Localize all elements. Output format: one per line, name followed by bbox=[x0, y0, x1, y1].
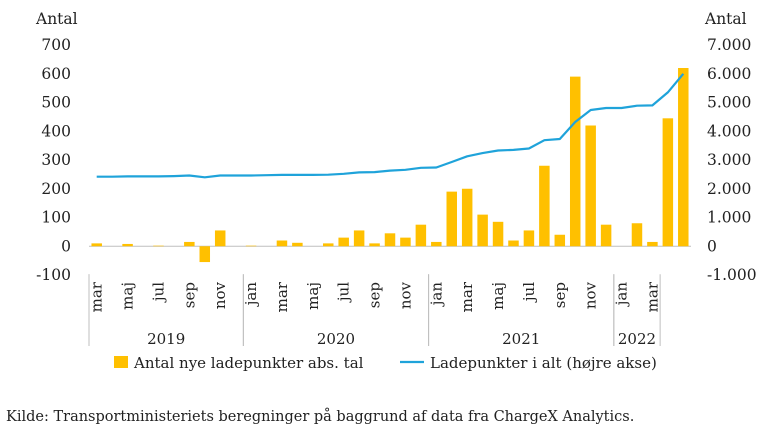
legend-swatch-bars bbox=[114, 356, 128, 368]
month-tick-label: sep bbox=[551, 282, 569, 308]
bar bbox=[600, 224, 612, 247]
left-axis-ticks: -100 0 100 200 300 400 500 600 700 bbox=[36, 36, 71, 284]
right-tick-label: 0 bbox=[707, 237, 717, 255]
right-tick-label: 2.000 bbox=[707, 180, 751, 198]
month-tick-label: mar bbox=[643, 281, 661, 312]
right-tick-label: -1.000 bbox=[707, 266, 757, 284]
left-tick-label: -100 bbox=[36, 266, 71, 284]
bar bbox=[539, 165, 550, 247]
x-axis bbox=[88, 274, 661, 346]
left-tick-label: 100 bbox=[41, 209, 71, 227]
bar bbox=[153, 245, 164, 247]
bar bbox=[415, 224, 427, 247]
left-axis-title: Antal bbox=[35, 10, 78, 28]
bar bbox=[323, 243, 334, 247]
bar bbox=[662, 118, 674, 247]
bar bbox=[276, 240, 288, 247]
right-tick-label: 6.000 bbox=[707, 65, 751, 83]
month-tick-label: sep bbox=[366, 282, 384, 308]
bar bbox=[292, 242, 303, 247]
left-tick-label: 0 bbox=[61, 237, 71, 255]
month-tick-label: jul bbox=[149, 282, 167, 303]
bar bbox=[214, 230, 226, 247]
month-tick-label: nov bbox=[211, 281, 229, 309]
right-tick-label: 4.000 bbox=[707, 122, 751, 140]
bar bbox=[523, 230, 535, 247]
month-tick-label: jan bbox=[613, 282, 631, 308]
left-tick-label: 700 bbox=[41, 36, 71, 54]
month-tick-label: jul bbox=[335, 282, 353, 303]
bar bbox=[245, 245, 257, 247]
month-tick-label: mar bbox=[273, 281, 291, 312]
month-tick-label: mar bbox=[458, 281, 476, 312]
bar bbox=[384, 233, 396, 247]
legend-label-line: Ladepunkter i alt (højre akse) bbox=[430, 354, 657, 372]
right-tick-label: 3.000 bbox=[707, 151, 751, 169]
bar bbox=[647, 241, 658, 247]
month-tick-label: sep bbox=[180, 282, 198, 308]
right-axis-ticks: -1.000 0 1.000 2.000 3.000 4.000 5.000 6.000 7.0… bbox=[707, 36, 757, 284]
bar bbox=[569, 76, 581, 247]
month-tick-label: jan bbox=[242, 282, 260, 308]
bar bbox=[446, 191, 457, 247]
month-tick-labels: mar maj jul sep nov jan mar maj jul sep nov jan mar m… bbox=[88, 281, 662, 312]
right-tick-label: 1.000 bbox=[707, 209, 751, 227]
month-tick-label: jan bbox=[427, 282, 445, 308]
left-tick-label: 400 bbox=[41, 122, 71, 140]
bar bbox=[461, 188, 473, 247]
year-label: 2020 bbox=[317, 330, 355, 348]
month-tick-label: nov bbox=[582, 281, 600, 309]
bar bbox=[122, 243, 133, 247]
left-tick-label: 600 bbox=[41, 65, 71, 83]
bar bbox=[338, 237, 349, 247]
bar bbox=[353, 230, 365, 247]
right-axis-title: Antal bbox=[704, 10, 747, 28]
bar bbox=[678, 68, 689, 247]
legend: Antal nye ladepunkter abs. tal Ladepunkt… bbox=[114, 354, 657, 372]
legend-label-bars: Antal nye ladepunkter abs. tal bbox=[133, 354, 364, 372]
line-series-total bbox=[96, 73, 685, 179]
bar bbox=[91, 243, 102, 247]
bar bbox=[631, 223, 643, 247]
right-tick-label: 7.000 bbox=[707, 36, 751, 54]
month-tick-label: nov bbox=[396, 281, 414, 309]
source-note: Kilde: Transportministeriets beregninger… bbox=[6, 409, 635, 425]
bar bbox=[199, 246, 211, 263]
bar bbox=[508, 240, 519, 247]
month-tick-label: mar bbox=[88, 281, 106, 312]
year-labels: 2019 2020 2021 2022 bbox=[147, 330, 656, 348]
right-tick-label: 5.000 bbox=[707, 94, 751, 112]
bar bbox=[184, 241, 195, 247]
month-tick-label: maj bbox=[489, 282, 507, 310]
month-tick-label: maj bbox=[304, 282, 322, 310]
left-tick-label: 300 bbox=[41, 151, 71, 169]
bar bbox=[585, 125, 596, 247]
left-tick-label: 200 bbox=[41, 180, 71, 198]
left-tick-label: 500 bbox=[41, 94, 71, 112]
bar bbox=[431, 241, 442, 247]
year-label: 2019 bbox=[147, 330, 185, 348]
year-label: 2021 bbox=[502, 330, 540, 348]
bar bbox=[554, 234, 566, 247]
bar-series bbox=[91, 68, 689, 263]
year-label: 2022 bbox=[618, 330, 656, 348]
bar bbox=[369, 243, 380, 247]
bar bbox=[477, 214, 488, 247]
month-tick-label: jul bbox=[520, 282, 538, 303]
bar bbox=[492, 221, 504, 247]
month-tick-label: maj bbox=[119, 282, 137, 310]
bar bbox=[400, 237, 411, 247]
